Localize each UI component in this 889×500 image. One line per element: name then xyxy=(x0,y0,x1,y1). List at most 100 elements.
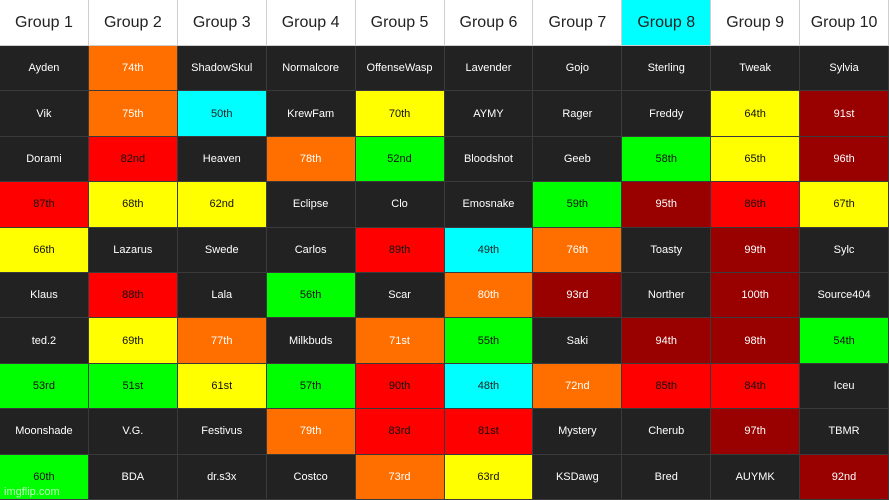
grid-cell: 93rd xyxy=(533,273,623,319)
grid-cell: Normalcore xyxy=(266,46,356,92)
grid-cell: Lavender xyxy=(444,46,534,92)
grid-cell: 98th xyxy=(711,318,801,364)
grid-cell: 88th xyxy=(88,273,178,319)
imgflip-watermark: imgflip.com xyxy=(4,486,60,498)
grid-cell: Vik xyxy=(0,91,89,137)
grid-cell: 91st xyxy=(800,91,889,137)
grid-cell: 76th xyxy=(533,227,623,273)
column-header-group-5: Group 5 xyxy=(355,0,445,46)
grid-cell: 60th xyxy=(0,454,89,500)
grid-cell: 80th xyxy=(444,273,534,319)
grid-cell: Ayden xyxy=(0,46,89,92)
grid-cell: Bloodshot xyxy=(444,136,534,183)
column-header-group-3: Group 3 xyxy=(177,0,267,46)
grid-cell: Moonshade xyxy=(0,409,89,455)
grid-cell: 67th xyxy=(800,182,889,228)
grid-cell: 79th xyxy=(266,409,356,455)
grid-cell: TBMR xyxy=(800,409,889,455)
grid-cell: 87th xyxy=(0,182,89,228)
grid-cell: 69th xyxy=(88,318,178,364)
column-header-group-6: Group 6 xyxy=(444,0,534,46)
grid-cell: AYMY xyxy=(444,91,534,137)
grid-cell: Source404 xyxy=(800,273,889,319)
grid-cell: 100th xyxy=(711,273,801,319)
grid-cell: Klaus xyxy=(0,273,89,319)
grid-cell: Rager xyxy=(533,91,623,137)
grid-cell: 66th xyxy=(0,227,89,273)
grid-cell: 83rd xyxy=(355,409,445,455)
grid-cell: 53rd xyxy=(0,363,89,410)
grid-cell: 72nd xyxy=(533,363,623,410)
grid-cell: Milkbuds xyxy=(266,318,356,364)
grid-cell: ted.2 xyxy=(0,318,89,364)
grid-cell: 74th xyxy=(88,46,178,92)
grid-cell: Carlos xyxy=(266,227,356,273)
grid-cell: dr.s3x xyxy=(177,454,267,500)
grid-cell: AUYMK xyxy=(711,454,801,500)
grid-cell: 55th xyxy=(444,318,534,364)
grid-cell: Tweak xyxy=(711,46,801,92)
column-header-group-1: Group 1 xyxy=(0,0,89,46)
grid-cell: 71st xyxy=(355,318,445,364)
grid-cell: Clo xyxy=(355,182,445,228)
grid-cell: Saki xyxy=(533,318,623,364)
grid-cell: 77th xyxy=(177,318,267,364)
grid-cell: 54th xyxy=(800,318,889,364)
grid-cell: 86th xyxy=(711,182,801,228)
grid-cell: Costco xyxy=(266,454,356,500)
column-header-group-8: Group 8 xyxy=(622,0,712,46)
grid-cell: Emosnake xyxy=(444,182,534,228)
grid-cell: 78th xyxy=(266,136,356,183)
grid-cell: 56th xyxy=(266,273,356,319)
grid-cell: Freddy xyxy=(622,91,712,137)
grid-cell: ShadowSkul xyxy=(177,46,267,92)
grid-cell: 59th xyxy=(533,182,623,228)
grid-cell: Norther xyxy=(622,273,712,319)
grid-cell: 52nd xyxy=(355,136,445,183)
grid-cell: Scar xyxy=(355,273,445,319)
grid-cell: Lala xyxy=(177,273,267,319)
grid-cell: Sylc xyxy=(800,227,889,273)
grid-cell: 68th xyxy=(88,182,178,228)
grid-cell: Swede xyxy=(177,227,267,273)
grid-cell: 63rd xyxy=(444,454,534,500)
grid-cell: Toasty xyxy=(622,227,712,273)
grid-cell: 82nd xyxy=(88,136,178,183)
grid-cell: 96th xyxy=(800,136,889,183)
grid-cell: 49th xyxy=(444,227,534,273)
grid-cell: Mystery xyxy=(533,409,623,455)
column-header-group-2: Group 2 xyxy=(88,0,178,46)
grid-cell: Sterling xyxy=(622,46,712,92)
grid-cell: 99th xyxy=(711,227,801,273)
grid-cell: 70th xyxy=(355,91,445,137)
grid-cell: 65th xyxy=(711,136,801,183)
grid-cell: 62nd xyxy=(177,182,267,228)
grid-cell: 81st xyxy=(444,409,534,455)
grid-cell: Lazarus xyxy=(88,227,178,273)
grid-cell: Eclipse xyxy=(266,182,356,228)
grid-cell: 48th xyxy=(444,363,534,410)
grid-cell: 97th xyxy=(711,409,801,455)
grid-cell: 90th xyxy=(355,363,445,410)
grid-cell: Sylvia xyxy=(800,46,889,92)
grid-cell: V.G. xyxy=(88,409,178,455)
grid-cell: 89th xyxy=(355,227,445,273)
grid-cell: 57th xyxy=(266,363,356,410)
column-header-group-10: Group 10 xyxy=(800,0,889,46)
grid-cell: 75th xyxy=(88,91,178,137)
grid-cell: 84th xyxy=(711,363,801,410)
grid-cell: 58th xyxy=(622,136,712,183)
grid-cell: Geeb xyxy=(533,136,623,183)
grid-cell: 50th xyxy=(177,91,267,137)
grid-cell: Cherub xyxy=(622,409,712,455)
grid-cell: 92nd xyxy=(800,454,889,500)
grid-cell: BDA xyxy=(88,454,178,500)
grid-cell: 73rd xyxy=(355,454,445,500)
grid-cell: Festivus xyxy=(177,409,267,455)
grid-cell: Dorami xyxy=(0,136,89,183)
grid-cell: Bred xyxy=(622,454,712,500)
grid-cell: 94th xyxy=(622,318,712,364)
column-header-group-4: Group 4 xyxy=(266,0,356,46)
grid-cell: 51st xyxy=(88,363,178,410)
